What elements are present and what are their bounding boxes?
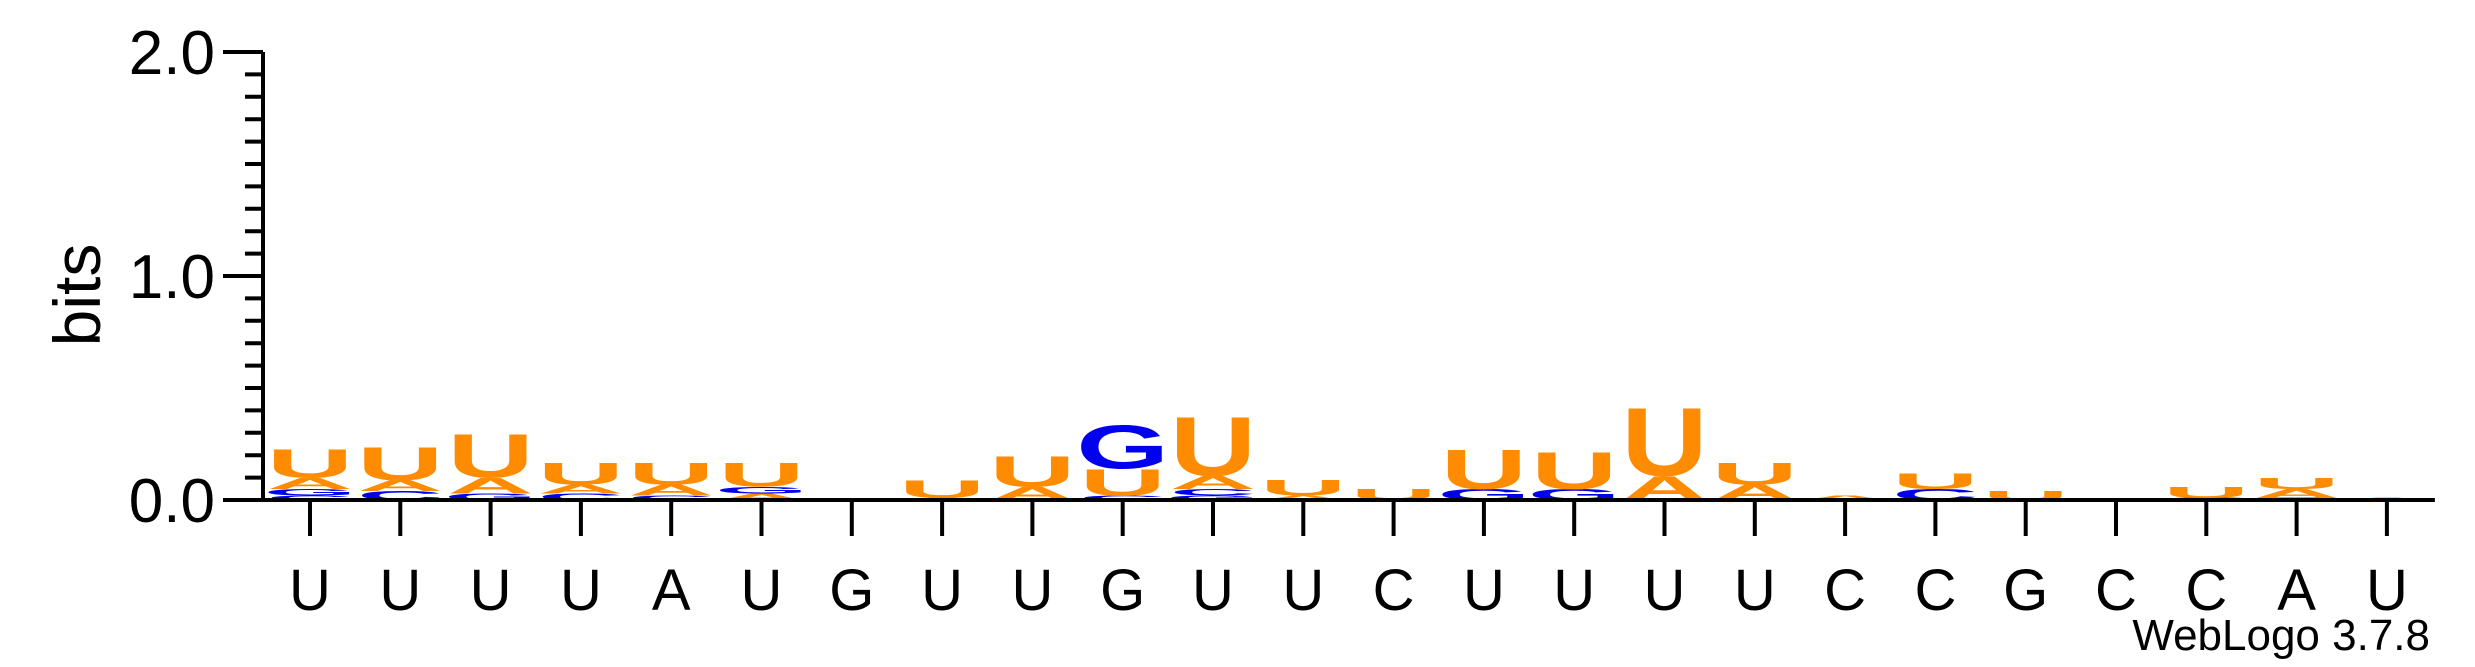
x-tick-label: U: [741, 558, 783, 623]
stack-letter-A: A: [267, 475, 353, 492]
letter-stacks: CGAUCAUGAUCAUCAUAGUAUAUCUGGCAUAUUGUGUAUA…: [264, 389, 2430, 508]
stack-letter-U: U: [1712, 456, 1798, 491]
x-tick-label: U: [470, 558, 512, 623]
x-tick-label: U: [560, 558, 602, 623]
stack-letter-U: U: [1441, 438, 1527, 501]
x-tick-label: U: [1463, 558, 1505, 623]
stack-letter-C: C: [628, 494, 714, 501]
stack-letter-U: U: [538, 456, 624, 491]
x-tick-label: G: [829, 558, 874, 623]
stack-letter-A: A: [2253, 486, 2339, 500]
x-tick-label: C: [1373, 558, 1415, 623]
stack-letter-U: U: [447, 422, 533, 492]
x-tick-label: U: [1011, 558, 1053, 623]
y-axis-label: bits: [40, 244, 114, 347]
stack-letter-U: U: [267, 441, 353, 487]
stack-letter-G: G: [715, 485, 808, 496]
x-tick-label: U: [1282, 558, 1324, 623]
stack-letter-A: A: [1170, 472, 1256, 493]
stack-letter-C: C: [267, 494, 353, 501]
y-axis: 0.0 1.0 2.0: [129, 19, 265, 536]
stack-letter-A: A: [538, 482, 624, 496]
stack-letter-A: A: [1802, 494, 1888, 501]
stack-letter-U: U: [2253, 475, 2339, 492]
y-tick-label: 0.0: [129, 467, 215, 536]
x-tick-label: U: [2366, 558, 2408, 623]
y-tick-label: 2.0: [129, 19, 215, 88]
x-tick-label: G: [2003, 558, 2048, 623]
stack-letter-U: U: [1892, 469, 1978, 493]
x-tick-label: C: [2185, 558, 2227, 623]
x-tick-label: C: [1914, 558, 1956, 623]
stack-letter-A: A: [357, 477, 443, 494]
x-tick-label: U: [1553, 558, 1595, 623]
x-tick-label: U: [379, 558, 421, 623]
stack-letter-C: C: [1170, 487, 1256, 498]
stack-letter-A: A: [447, 474, 533, 498]
stack-letter-G: G: [264, 487, 357, 498]
stack-letter-A: A: [628, 482, 714, 499]
stack-letter-U: U: [1260, 476, 1346, 500]
stack-letter-U: U: [1170, 399, 1256, 494]
x-tick-label: A: [2277, 558, 2316, 623]
x-tick-label: U: [921, 558, 963, 623]
x-tick-label: U: [1192, 558, 1234, 623]
stack-letter-A: A: [718, 491, 804, 502]
stack-letter-C: C: [538, 491, 624, 502]
stack-letter-U: U: [628, 456, 714, 491]
stack-letter-G: G: [1167, 494, 1260, 501]
stack-letter-U: U: [1621, 389, 1707, 497]
stack-letter-U: U: [357, 438, 443, 490]
stack-letter-G: G: [1076, 413, 1169, 483]
x-tick-label: C: [2095, 558, 2137, 623]
stack-letter-U: U: [1531, 440, 1617, 500]
x-tick-label: A: [652, 558, 691, 623]
stack-letter-A: A: [1260, 494, 1346, 501]
stack-letter-U: U: [718, 455, 804, 494]
stack-letter-C: C: [1080, 494, 1166, 501]
x-tick-label: U: [1644, 558, 1686, 623]
weblogo-credit: WebLogo 3.7.8: [2132, 611, 2430, 660]
x-tick-label: U: [289, 558, 331, 623]
stack-letter-U: U: [2163, 484, 2249, 501]
stack-letter-U: U: [989, 448, 1075, 497]
x-tick-label: C: [1824, 558, 1866, 623]
stack-letter-G: G: [444, 491, 537, 502]
stack-letter-U: U: [1080, 462, 1166, 504]
y-tick-label: 1.0: [129, 243, 215, 312]
x-tick-label: G: [1100, 558, 1145, 623]
x-tick-label: U: [1734, 558, 1776, 623]
